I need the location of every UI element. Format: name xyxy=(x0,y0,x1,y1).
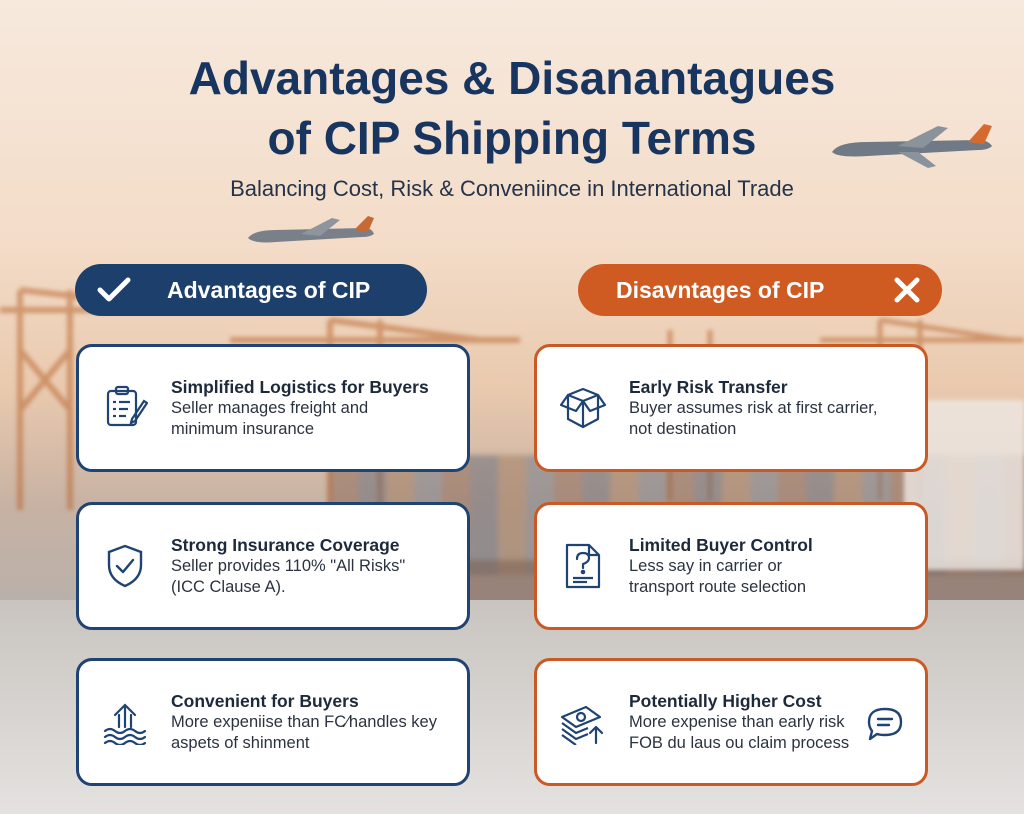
disadvantage-desc-line2: transport route selection xyxy=(629,578,807,596)
disadvantage-desc-line1: More expenise than early risk xyxy=(629,713,845,731)
advantage-desc-line1: Seller provides 110% "All Risks" xyxy=(171,557,406,575)
page-subtitle: Balancing Cost, Risk & Conveniince in In… xyxy=(230,176,794,201)
airplane-left-graphic xyxy=(248,216,374,243)
disadvantages-header: Disavntages of CIP xyxy=(578,264,942,316)
advantage-desc-line1: More expeniise than FC∕handles key xyxy=(171,713,437,731)
advantage-card-1: Simplified Logistics for Buyers Seller m… xyxy=(76,344,470,472)
disadvantage-title: Limited Buyer Control xyxy=(629,535,813,555)
title-line-2: of CIP Shipping Terms xyxy=(267,112,757,164)
advantage-desc-line2: (ICC Clause A). xyxy=(171,578,286,596)
advantage-desc-line2: aspets of shinment xyxy=(171,734,310,752)
disadvantage-desc-line1: Buyer assumes risk at first carrier, xyxy=(629,399,878,417)
advantage-title: Strong Insurance Coverage xyxy=(171,535,400,555)
advantage-card-2: Strong Insurance Coverage Seller provide… xyxy=(76,502,470,630)
airplane-right-graphic xyxy=(832,124,992,168)
advantage-title: Simplified Logistics for Buyers xyxy=(171,377,429,397)
waves-arrow-icon xyxy=(99,696,151,748)
disadvantage-desc-line2: not destination xyxy=(629,420,737,438)
title-line-1: Advantages & Disanantagues xyxy=(188,52,836,104)
question-document-icon xyxy=(557,540,609,592)
disadvantage-desc-line2: FOB du laus ou claim process xyxy=(629,734,850,752)
advantages-header: Advantages of CIP xyxy=(75,264,427,316)
disadvantage-title: Early Risk Transfer xyxy=(629,377,788,397)
chat-bubble-icon xyxy=(867,707,903,741)
disadvantage-card-1: Early Risk Transfer Buyer assumes risk a… xyxy=(534,344,928,472)
x-icon xyxy=(894,277,920,303)
clipboard-icon xyxy=(99,382,151,434)
advantage-desc-line1: Seller manages freight and xyxy=(171,399,369,417)
shield-check-icon xyxy=(99,540,151,592)
advantages-header-label: Advantages of CIP xyxy=(167,276,371,303)
open-box-icon xyxy=(557,382,609,434)
money-stack-icon xyxy=(557,696,609,748)
disadvantage-card-3: Potentially Higher Cost More expenise th… xyxy=(534,658,928,786)
advantage-title: Convenient for Buyers xyxy=(171,691,359,711)
check-icon xyxy=(97,277,131,302)
disadvantage-title: Potentially Higher Cost xyxy=(629,691,822,711)
disadvantages-header-label: Disavntages of CIP xyxy=(616,276,825,303)
advantage-card-3: Convenient for Buyers More expeniise tha… xyxy=(76,658,470,786)
disadvantage-desc-line1: Less say in carrier or xyxy=(629,557,783,575)
disadvantage-card-2: Limited Buyer Control Less say in carrie… xyxy=(534,502,928,630)
advantage-desc-line2: minimum insurance xyxy=(171,420,315,438)
page-title: Advantages & Disanantagues of CIP Shippi… xyxy=(0,48,1024,168)
